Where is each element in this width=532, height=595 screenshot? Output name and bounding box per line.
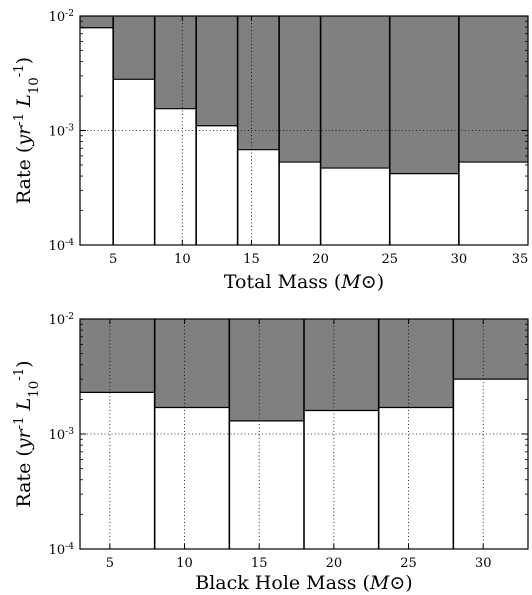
bar — [154, 108, 197, 245]
x-tick-label: 5 — [106, 556, 114, 571]
y-tick-label: 10-2 — [49, 9, 74, 25]
bar — [320, 168, 390, 245]
y-tick-label: 10-2 — [49, 312, 74, 328]
x-tick-label: 10 — [174, 252, 191, 267]
bar — [453, 379, 528, 549]
bar — [80, 27, 114, 246]
x-tick-label: 15 — [251, 556, 268, 571]
x-tick-label: 20 — [312, 252, 329, 267]
bar — [113, 79, 155, 245]
bar — [237, 149, 280, 245]
x-tick-label: 25 — [381, 252, 398, 267]
y-tick-label: 10-3 — [49, 124, 75, 140]
x-axis-label: Total Mass (M⊙) — [224, 271, 384, 293]
x-axis-label: Black Hole Mass (M⊙) — [195, 572, 412, 594]
x-tick-label: 25 — [400, 556, 417, 571]
bar — [154, 407, 230, 549]
bar — [304, 410, 379, 549]
x-tick-label: 30 — [451, 252, 468, 267]
bar — [196, 125, 238, 245]
y-tick-label: 10-3 — [49, 427, 75, 443]
y-tick-label: 10-4 — [49, 542, 75, 558]
bar — [389, 173, 459, 245]
x-tick-label: 10 — [176, 556, 193, 571]
y-axis-label: Rate (yr-1 L10-1) — [12, 360, 42, 507]
x-tick-label: 15 — [243, 252, 260, 267]
bar — [458, 162, 528, 245]
x-tick-label: 35 — [512, 252, 529, 267]
chart-panel-1: 5 10 15 20 25 30 35 10-4 10-3 10-2 Total Mass (M⊙)… — [12, 9, 529, 293]
x-tick-label: 20 — [326, 556, 343, 571]
x-tick-label: 5 — [109, 252, 117, 267]
bar — [229, 420, 304, 549]
chart-panel-2: 5 10 15 20 25 30 10-4 10-3 10-2 Black Hole Mass (… — [12, 312, 529, 594]
bar — [279, 162, 321, 245]
y-tick-label: 10-4 — [49, 238, 75, 254]
bar — [80, 392, 155, 549]
bar — [378, 407, 454, 549]
y-axis-label: Rate (yr-1 L10-1) — [12, 57, 42, 204]
x-tick-label: 30 — [475, 556, 492, 571]
